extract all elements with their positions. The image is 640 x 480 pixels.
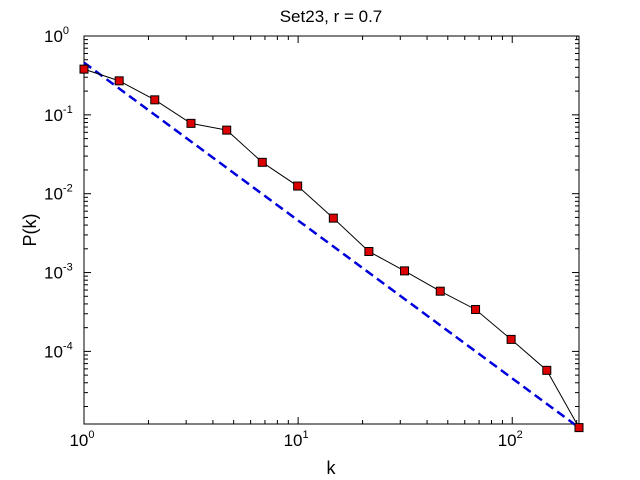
x-tick-label: 102 [498, 429, 523, 450]
data-point [293, 181, 303, 191]
x-axis-label: k [327, 458, 337, 478]
y-axis-ticks: 100 10-1 10-2 10-3 10-4 [44, 25, 579, 408]
data-point [435, 286, 445, 296]
y-tick-label: 10-1 [44, 104, 73, 125]
y-tick-label: 10-3 [44, 262, 73, 283]
data-point [506, 334, 516, 344]
data-point [471, 304, 481, 314]
data-point [328, 213, 338, 223]
x-axis-ticks: 100 101 102 [69, 36, 578, 450]
data-point [186, 118, 196, 128]
series-layer [79, 61, 584, 433]
data-point [400, 266, 410, 276]
data-point [150, 95, 160, 105]
data-point [364, 246, 374, 256]
y-tick-label: 10-4 [44, 340, 73, 361]
fit-line [83, 61, 580, 429]
y-axis-label: P(k) [20, 214, 40, 247]
chart-title: Set23, r = 0.7 [280, 7, 383, 26]
plot-area [83, 35, 580, 425]
y-tick-label: 10-2 [44, 183, 73, 204]
data-point [542, 365, 552, 375]
data-point [257, 157, 267, 167]
data-point [222, 125, 232, 135]
x-tick-label: 100 [69, 429, 94, 450]
x-tick-label: 101 [284, 429, 309, 450]
y-tick-label: 100 [44, 25, 69, 46]
data-point [114, 76, 124, 86]
data-point [79, 64, 89, 74]
data-point [574, 423, 584, 433]
